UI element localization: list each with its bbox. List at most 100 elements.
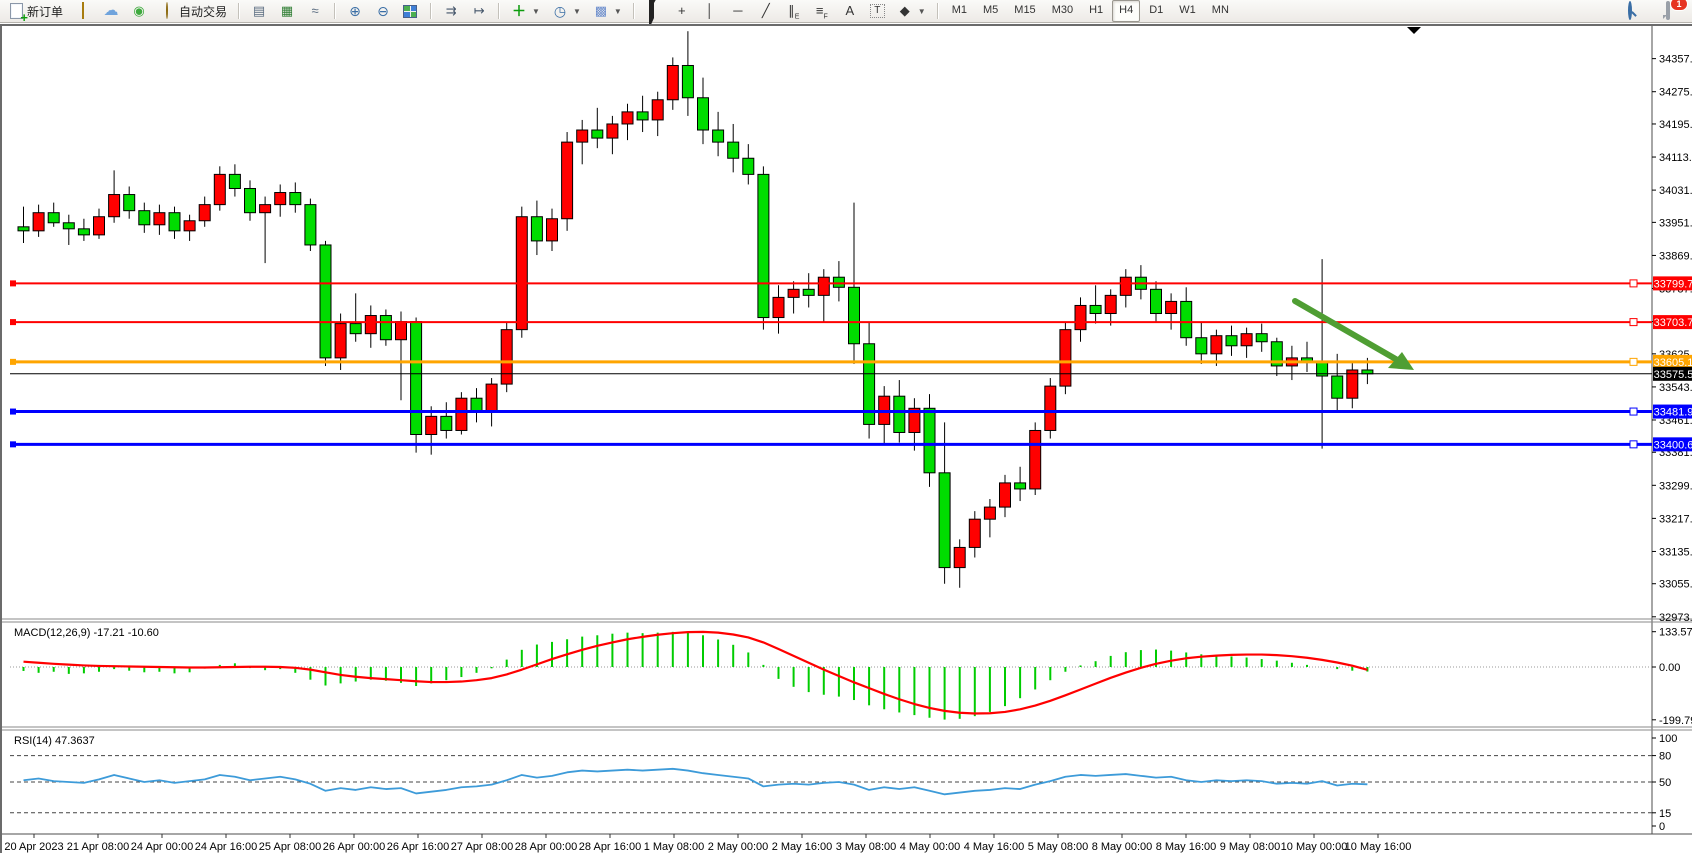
toolbar-separator [936, 3, 939, 19]
candle-body [379, 315, 392, 341]
community-button[interactable]: ☁ [97, 0, 125, 22]
hline-left-handle[interactable] [10, 441, 16, 448]
zoom-out-button[interactable]: ⊖ [369, 0, 397, 22]
candle-body [576, 129, 589, 143]
search-icon [1628, 1, 1632, 20]
time-tick-label: 3 May 08:00 [836, 841, 897, 853]
timeframe-button-h4[interactable]: H4 [1112, 0, 1141, 22]
search-button[interactable] [1616, 0, 1644, 22]
notifications-button[interactable]: 1 [1654, 0, 1688, 22]
auto-trading-button[interactable]: 自动交易 [153, 0, 233, 22]
price-level-label: 33605.1 [1654, 357, 1692, 369]
hline-right-handle[interactable] [1629, 440, 1638, 449]
candle-body [425, 415, 438, 436]
profiles-button[interactable] [69, 0, 97, 22]
price-tick-label: 33869.0 [1659, 250, 1692, 262]
hline-right-handle[interactable] [1629, 357, 1638, 366]
main-toolbar: 新订单 ☁ ◉ 自动交易 ▤ ▦ ≈ ⊕ ⊖ ⇉ ↦ ＋▼ ◷▼ ▩▼ + │ … [0, 0, 1692, 29]
time-tick-label: 28 Apr 16:00 [579, 841, 641, 853]
channel-tool-button[interactable]: ∥E [780, 0, 808, 22]
candle-body [62, 222, 75, 230]
timeframe-button-d1[interactable]: D1 [1149, 4, 1164, 16]
text-label-icon: T [869, 4, 885, 18]
time-tick-label: 10 May 16:00 [1345, 841, 1412, 853]
timeframe-button-mn[interactable]: MN [1211, 4, 1229, 16]
new-order-button[interactable]: 新订单 [4, 0, 69, 23]
zoom-in-button[interactable]: ⊕ [341, 0, 369, 22]
candle-body [1270, 341, 1283, 367]
candle-body [787, 288, 800, 298]
price-level-label-box [1653, 404, 1692, 419]
candlestick-chart-icon: ▦ [280, 3, 294, 18]
candle-body [666, 64, 679, 101]
hline-left-handle[interactable] [10, 319, 16, 326]
arrows-tool-button[interactable]: ◆ ▼ [891, 0, 932, 22]
signals-button[interactable]: ◉ [125, 0, 153, 22]
candle-body [621, 111, 634, 125]
timeframe-button-w1[interactable]: W1 [1179, 4, 1196, 16]
candle-body [1044, 385, 1057, 431]
cursor-tool-button[interactable] [640, 0, 668, 29]
candle-body [1029, 429, 1042, 490]
bar-chart-button[interactable]: ▤ [245, 0, 273, 22]
chart-shift-button[interactable]: ↦ [465, 0, 493, 22]
vertical-line-tool-button[interactable]: │ [696, 0, 724, 22]
indicators-button[interactable]: ＋ ▼ [505, 0, 546, 22]
candle-body [1180, 300, 1193, 339]
hline-right-handle[interactable] [1629, 318, 1638, 327]
timeframe-button-m30[interactable]: M30 [1051, 4, 1074, 16]
text-tool-button[interactable]: A [836, 0, 864, 22]
crosshair-tool-button[interactable]: + [668, 0, 696, 22]
time-tick-label: 28 Apr 00:00 [515, 841, 577, 853]
hline-right-handle[interactable] [1629, 407, 1638, 416]
candle-body [304, 204, 317, 246]
price-level-label: 33703.7 [1654, 317, 1692, 329]
tile-windows-button[interactable] [397, 0, 425, 22]
equidistant-channel-icon: ∥E [788, 3, 800, 21]
chart-window[interactable]: ▼ DJ30-,H4 33575.5 33575.5 33575.5 33575… [0, 24, 1692, 853]
candle-body [440, 415, 453, 431]
candle-body [953, 546, 966, 569]
candle-body [77, 228, 90, 236]
candle-body [138, 210, 151, 226]
timeframe-button-h1[interactable]: H1 [1089, 4, 1104, 16]
fibonacci-tool-button[interactable]: ≡F [808, 0, 836, 22]
hline-left-handle[interactable] [10, 408, 16, 415]
time-tick-label: 24 Apr 00:00 [131, 841, 193, 853]
horizontal-line-tool-button[interactable]: ─ [724, 0, 752, 22]
timeframe-button-m5[interactable]: M5 [983, 4, 999, 16]
candle-body [606, 123, 619, 139]
candle-body [213, 173, 226, 206]
hline-left-handle[interactable] [10, 358, 16, 365]
hline-left-handle[interactable] [10, 280, 16, 287]
candlestick-chart-button[interactable]: ▦ [273, 0, 301, 22]
price-tick-label: 33951.0 [1659, 217, 1692, 229]
candle-body [32, 212, 45, 232]
candle-body [863, 343, 876, 425]
candle-body [153, 212, 166, 226]
chart-canvas[interactable]: 34357.0 34275.0 34195.0 34113.0 34031.0 33951… [2, 26, 1692, 853]
price-tick-label: 33135.0 [1659, 546, 1692, 558]
text-label-tool-button[interactable]: T [864, 0, 891, 22]
candle-body [168, 212, 181, 232]
line-chart-button[interactable]: ≈ [301, 0, 329, 22]
trendline-icon: ╱ [761, 3, 770, 18]
auto-scroll-button[interactable]: ⇉ [437, 0, 465, 22]
bar-chart-icon: ▤ [252, 3, 266, 18]
chat-bubble-icon [1666, 1, 1670, 20]
hline-right-handle[interactable] [1629, 279, 1638, 288]
trend-arrow-annotation[interactable] [1292, 298, 1409, 368]
candle-body [183, 220, 196, 232]
timeframe-button-m1[interactable]: M1 [951, 4, 967, 16]
macd-signal-line [23, 630, 1368, 715]
macd-tick-label: 133.57 [1659, 627, 1692, 639]
periods-button[interactable]: ◷ ▼ [546, 0, 587, 22]
trendline-tool-button[interactable]: ╱ [752, 0, 780, 22]
templates-button[interactable]: ▩ ▼ [587, 0, 628, 22]
chart-shift-marker-icon[interactable] [1407, 27, 1421, 34]
dropdown-caret-icon: ▼ [532, 6, 540, 16]
auto-trading-icon [166, 2, 169, 19]
timeframe-button-m15[interactable]: M15 [1014, 4, 1036, 16]
crosshair-icon: + [678, 3, 686, 18]
